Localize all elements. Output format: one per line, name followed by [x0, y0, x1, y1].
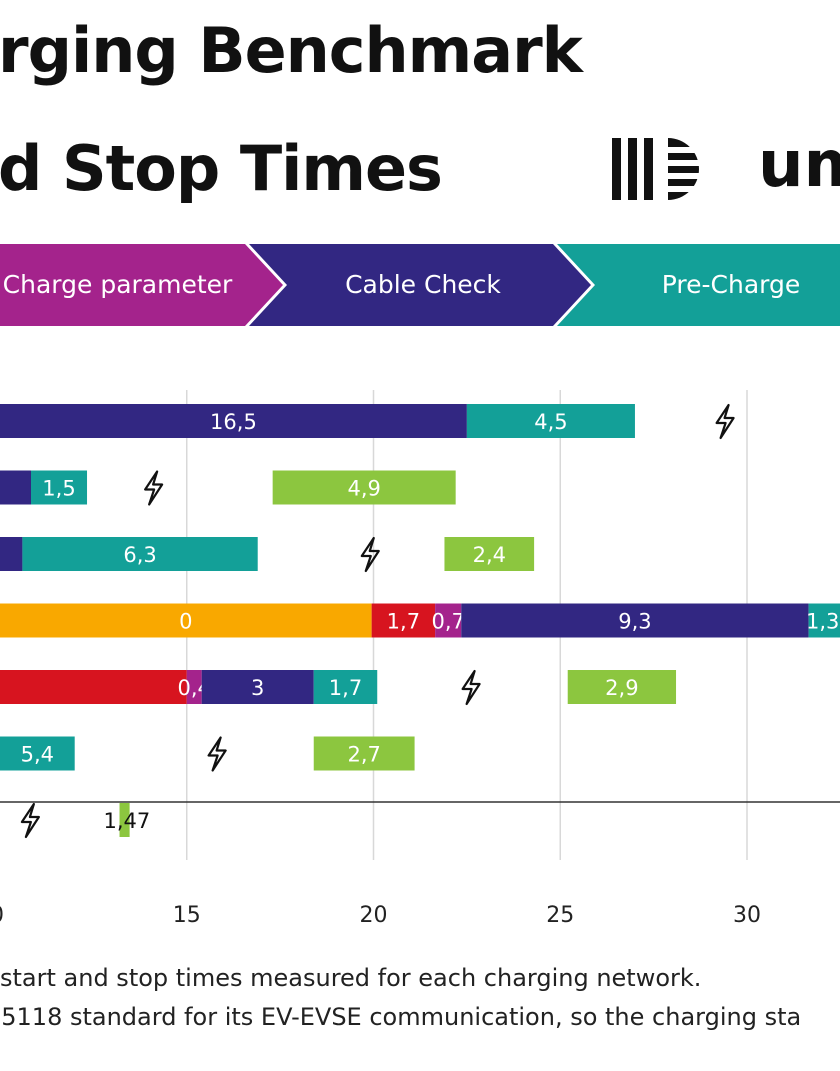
- bar-label-row2-seg2: 1,5: [42, 477, 75, 501]
- bar-row4-seg2: [371, 603, 436, 638]
- x-tick-label-partial: 0: [0, 903, 4, 928]
- x-tick-label-20: 20: [360, 903, 388, 928]
- bar-row5-seg1: [0, 670, 187, 704]
- x-tick-label-30: 30: [733, 903, 761, 928]
- stop-bar-row2: [272, 470, 456, 505]
- phase-arrow-charge-parameter: [0, 244, 283, 326]
- stop-label-row6: 2,7: [347, 743, 380, 767]
- bar-label-row1-seg2: 4,5: [534, 410, 567, 434]
- stop-label-row7: 1,47: [104, 809, 151, 833]
- stop-label-row5: 2,9: [605, 676, 638, 700]
- bar-row3-seg1: [0, 537, 23, 571]
- bar-label-row4-seg2: 1,7: [387, 610, 420, 634]
- bar-row4-seg4: [461, 603, 809, 638]
- lightning-icon-row6: [207, 736, 227, 772]
- bar-label-row4-seg3: 0,7: [431, 610, 464, 634]
- x-tick-label-25: 25: [546, 903, 574, 928]
- bar-label-row4-seg4: 9,3: [618, 610, 651, 634]
- bar-row2-seg1: [0, 470, 32, 505]
- bar-row2-seg2: [31, 470, 88, 505]
- x-tick-label-15: 15: [173, 903, 201, 928]
- stop-label-row3: 2,4: [473, 543, 506, 567]
- bar-label-row5-seg4: 1,7: [329, 676, 362, 700]
- bar-row4-seg5: [808, 603, 840, 638]
- footnote-line-1: start and stop times measured for each c…: [0, 964, 702, 992]
- chart-title-line-2: d Stop Times: [0, 132, 443, 205]
- timing-bar-chart: 0 15 20 25 30 16,5 4,5 1,5 4,9 6,3 2,4 0 1,7 0,7 9,3 1,…: [0, 390, 840, 928]
- bar-label-row3-seg2: 6,3: [123, 543, 156, 567]
- stripe-circle-logo-icon: [612, 138, 728, 200]
- bar-row1-seg2: [466, 404, 635, 438]
- lightning-icon-row7: [20, 802, 40, 839]
- stop-label-row2: 4,9: [347, 477, 380, 501]
- brand-logo-text: um: [758, 128, 840, 202]
- lightning-icon-row5: [461, 669, 481, 706]
- footnote-line-2: 15118 standard for its EV-EVSE communica…: [0, 1003, 802, 1031]
- bar-row4-seg3: [435, 603, 462, 638]
- bar-label-row4-seg5: 1,3: [806, 610, 839, 634]
- lightning-icon-row3: [360, 536, 380, 573]
- bar-row4-seg1: [0, 603, 372, 638]
- phase-label-charge-parameter: Charge parameter: [2, 270, 233, 299]
- bar-row5-seg4: [313, 670, 378, 704]
- bar-row1-seg1: [0, 404, 467, 438]
- bar-label-row1-seg1: 16,5: [210, 410, 257, 434]
- bar-row3-seg2: [22, 537, 258, 571]
- bar-label-row4-seg1: 0: [179, 610, 192, 634]
- phase-label-pre-charge: Pre-Charge: [661, 270, 801, 299]
- bar-label-row6-seg1: 5,4: [21, 743, 54, 767]
- bar-label-row5-seg3: 3: [251, 676, 264, 700]
- brand-logo: um: [610, 128, 840, 206]
- stop-bar-row7: [119, 803, 130, 837]
- bar-row5-seg2: [186, 670, 202, 704]
- phase-arrow-cable-check: [249, 244, 591, 326]
- bar-row6-seg1: [0, 736, 75, 771]
- phase-legend: Charge parameter Cable Check Pre-Charge: [0, 244, 840, 326]
- phase-label-cable-check: Cable Check: [345, 270, 501, 299]
- stop-bar-row5: [567, 670, 677, 704]
- chart-title-line-1: rging Benchmark: [0, 14, 583, 87]
- lightning-icon-row2: [144, 470, 164, 506]
- bar-row5-seg3: [201, 670, 314, 704]
- phase-arrow-pre-charge: [557, 244, 840, 326]
- lightning-icon-row1: [715, 403, 735, 440]
- stop-bar-row3: [444, 537, 535, 571]
- stop-bar-row6: [313, 736, 415, 771]
